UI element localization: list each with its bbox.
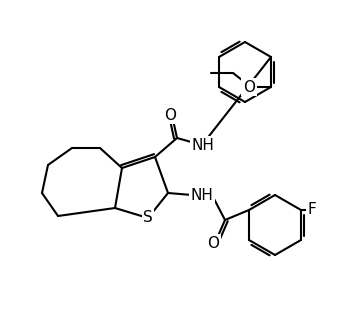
Text: O: O — [207, 235, 219, 251]
Text: F: F — [308, 202, 316, 218]
Text: NH: NH — [191, 188, 213, 202]
Text: NH: NH — [192, 138, 214, 153]
Text: O: O — [164, 108, 176, 122]
Text: O: O — [243, 79, 255, 95]
Text: S: S — [143, 210, 153, 226]
